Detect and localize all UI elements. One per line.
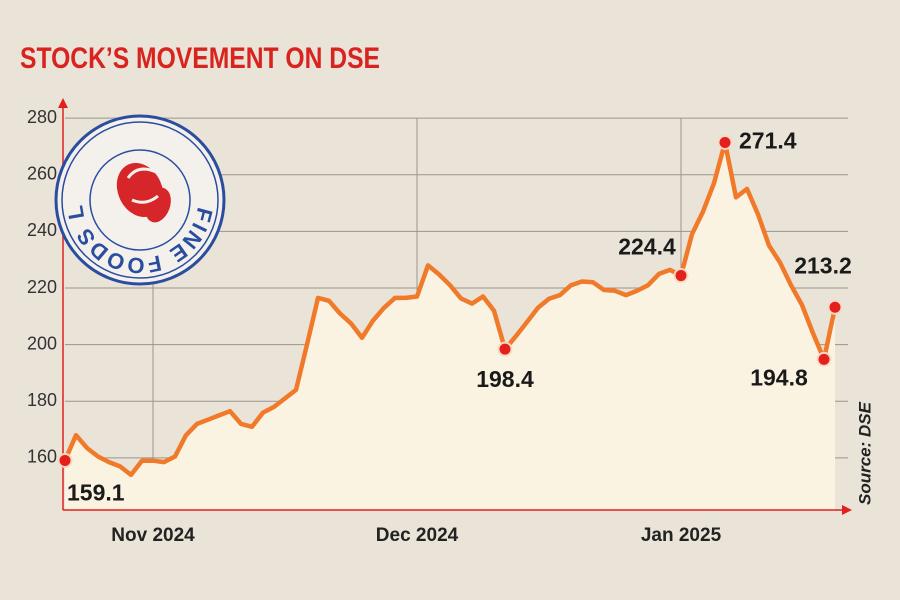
value-label: 271.4 (739, 128, 797, 154)
point-marker (497, 341, 513, 357)
x-axis-arrow (842, 505, 852, 515)
y-tick-label: 200 (27, 333, 57, 353)
logo-ring (61, 121, 219, 279)
point-marker (673, 268, 689, 284)
source-note: Source: DSE (855, 401, 874, 505)
y-tick-label: 160 (27, 447, 57, 467)
point-marker (827, 299, 843, 315)
value-label: 224.4 (618, 234, 676, 260)
line-area (65, 142, 835, 510)
value-label: 159.1 (67, 480, 125, 506)
value-label: 194.8 (750, 364, 808, 390)
value-label: 198.4 (476, 366, 534, 392)
point-marker (57, 452, 73, 468)
x-tick-label: Jan 2025 (641, 525, 722, 546)
y-tick-label: 260 (27, 164, 57, 184)
logo-shrimp-detail (126, 167, 159, 204)
point-marker (717, 134, 733, 150)
y-tick-label: 240 (27, 220, 57, 240)
y-tick-label: 280 (27, 107, 57, 127)
value-label: 213.2 (794, 252, 852, 278)
y-tick-label: 220 (27, 277, 57, 297)
line (62, 140, 838, 478)
x-tick-label: Dec 2024 (376, 525, 459, 546)
y-tick-label: 180 (27, 390, 57, 410)
logo-shrimp (145, 187, 171, 223)
y-axis-arrow (58, 98, 68, 108)
point-marker (816, 351, 832, 367)
logo-ring (89, 149, 191, 251)
x-tick-label: Nov 2024 (111, 525, 195, 546)
chart-title: STOCK’S MOVEMENT ON DSE (20, 42, 380, 75)
